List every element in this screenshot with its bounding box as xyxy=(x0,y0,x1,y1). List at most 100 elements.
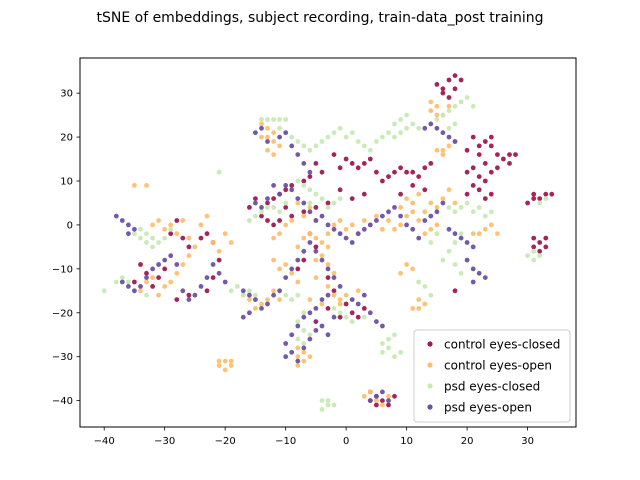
scatter-point xyxy=(138,288,143,294)
scatter-point xyxy=(458,270,464,276)
scatter-point xyxy=(283,275,289,280)
scatter-point xyxy=(392,121,397,127)
scatter-point xyxy=(168,231,174,237)
scatter-point xyxy=(180,262,186,267)
scatter-point xyxy=(495,231,500,237)
scatter-point xyxy=(319,301,325,307)
scatter-point xyxy=(271,257,276,263)
scatter-point xyxy=(313,328,319,333)
scatter-point xyxy=(392,354,397,360)
scatter-point xyxy=(380,398,385,403)
scatter-point xyxy=(186,235,192,241)
scatter-point xyxy=(325,402,331,408)
scatter-point xyxy=(277,209,282,215)
scatter-point xyxy=(331,306,337,311)
y-tick-label: −40 xyxy=(52,396,73,407)
scatter-point xyxy=(156,292,162,298)
scatter-point xyxy=(386,218,391,223)
scatter-point xyxy=(416,297,422,302)
scatter-point xyxy=(259,121,264,127)
scatter-point xyxy=(319,398,325,403)
scatter-point xyxy=(355,288,361,294)
scatter-point xyxy=(253,130,258,136)
scatter-point xyxy=(277,266,282,272)
scatter-point xyxy=(428,121,434,127)
scatter-point xyxy=(331,270,337,276)
scatter-point xyxy=(331,402,337,408)
scatter-point xyxy=(537,240,543,245)
scatter-point xyxy=(537,200,543,206)
legend-marker xyxy=(427,404,433,410)
scatter-point xyxy=(386,130,391,136)
scatter-point xyxy=(440,112,446,118)
scatter-point xyxy=(434,209,440,215)
scatter-point xyxy=(204,288,210,294)
scatter-point xyxy=(271,235,276,241)
scatter-point xyxy=(271,130,276,136)
scatter-point xyxy=(361,393,367,399)
scatter-point xyxy=(289,266,295,272)
scatter-point xyxy=(265,200,270,206)
scatter-point xyxy=(307,174,313,180)
scatter-point xyxy=(422,209,428,215)
scatter-point xyxy=(228,288,234,294)
scatter-point xyxy=(301,200,307,206)
scatter-point xyxy=(247,205,252,210)
scatter-point xyxy=(271,288,276,294)
scatter-point xyxy=(144,279,149,285)
scatter-point xyxy=(531,235,537,241)
scatter-point xyxy=(119,218,125,223)
scatter-point xyxy=(295,363,301,368)
scatter-point xyxy=(174,270,180,276)
scatter-point xyxy=(452,262,458,267)
scatter-point xyxy=(301,257,307,263)
scatter-point xyxy=(434,205,440,210)
scatter-point xyxy=(422,218,428,223)
scatter-point xyxy=(168,279,174,285)
scatter-point xyxy=(380,178,385,184)
scatter-point xyxy=(325,222,331,228)
scatter-point xyxy=(386,209,391,215)
scatter-point xyxy=(434,103,440,109)
scatter-point xyxy=(265,205,270,210)
scatter-point xyxy=(301,209,307,215)
scatter-point xyxy=(392,169,397,175)
scatter-point xyxy=(349,196,355,202)
scatter-point xyxy=(343,314,349,320)
scatter-point xyxy=(416,218,422,223)
scatter-point xyxy=(458,99,464,105)
scatter-point xyxy=(192,292,198,298)
scatter-point xyxy=(367,156,373,162)
legend-label: control eyes-closed xyxy=(444,338,560,352)
scatter-point xyxy=(470,266,476,272)
scatter-point xyxy=(446,125,452,131)
y-tick-label: −10 xyxy=(52,264,73,275)
scatter-point xyxy=(295,266,301,272)
scatter-point xyxy=(174,231,180,237)
scatter-point xyxy=(222,231,228,237)
scatter-point xyxy=(319,257,325,263)
scatter-point xyxy=(295,279,301,285)
scatter-point xyxy=(283,292,289,298)
scatter-point xyxy=(325,231,331,237)
scatter-point xyxy=(144,275,149,280)
scatter-point xyxy=(398,117,403,122)
scatter-point xyxy=(446,134,452,140)
scatter-point xyxy=(319,297,325,302)
scatter-point xyxy=(295,323,301,329)
scatter-point xyxy=(446,77,452,83)
scatter-point xyxy=(446,143,452,149)
scatter-point xyxy=(470,244,476,250)
scatter-point xyxy=(307,200,313,206)
scatter-point xyxy=(301,183,307,188)
scatter-point xyxy=(337,301,343,307)
scatter-point xyxy=(295,178,301,184)
scatter-point xyxy=(216,169,222,175)
scatter-point xyxy=(125,279,131,285)
scatter-point xyxy=(374,218,379,223)
scatter-point xyxy=(458,231,464,237)
scatter-point xyxy=(204,275,210,280)
scatter-point xyxy=(543,191,549,197)
scatter-point xyxy=(313,244,319,250)
scatter-point xyxy=(144,240,149,245)
